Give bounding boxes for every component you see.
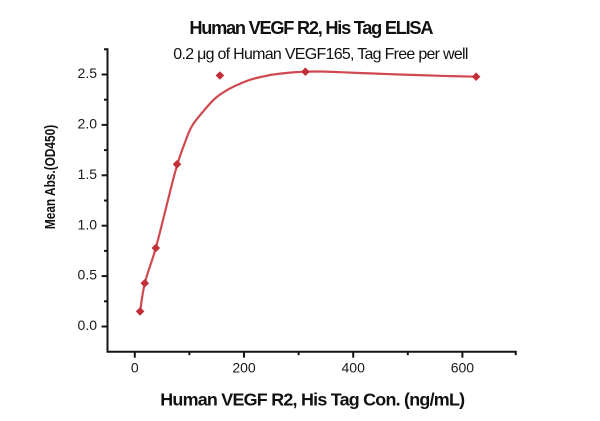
svg-text:200: 200 xyxy=(232,360,256,376)
svg-text:Human VEGF R2, His Tag Con. (n: Human VEGF R2, His Tag Con. (ng/mL) xyxy=(160,389,465,409)
svg-text:0.0: 0.0 xyxy=(78,317,98,333)
svg-text:0.5: 0.5 xyxy=(78,267,98,283)
svg-text:600: 600 xyxy=(451,360,475,376)
svg-text:0.2 μg of Human VEGF165, Tag F: 0.2 μg of Human VEGF165, Tag Free per we… xyxy=(173,46,468,63)
svg-text:Mean Abs.(OD450): Mean Abs.(OD450) xyxy=(42,125,59,229)
svg-text:400: 400 xyxy=(342,360,366,376)
svg-text:2.5: 2.5 xyxy=(78,65,98,81)
svg-text:2.0: 2.0 xyxy=(78,116,98,132)
svg-text:Human VEGF R2, His Tag ELISA: Human VEGF R2, His Tag ELISA xyxy=(189,18,433,38)
svg-text:1.0: 1.0 xyxy=(78,216,98,232)
svg-text:1.5: 1.5 xyxy=(78,166,98,182)
svg-text:0: 0 xyxy=(131,360,139,376)
